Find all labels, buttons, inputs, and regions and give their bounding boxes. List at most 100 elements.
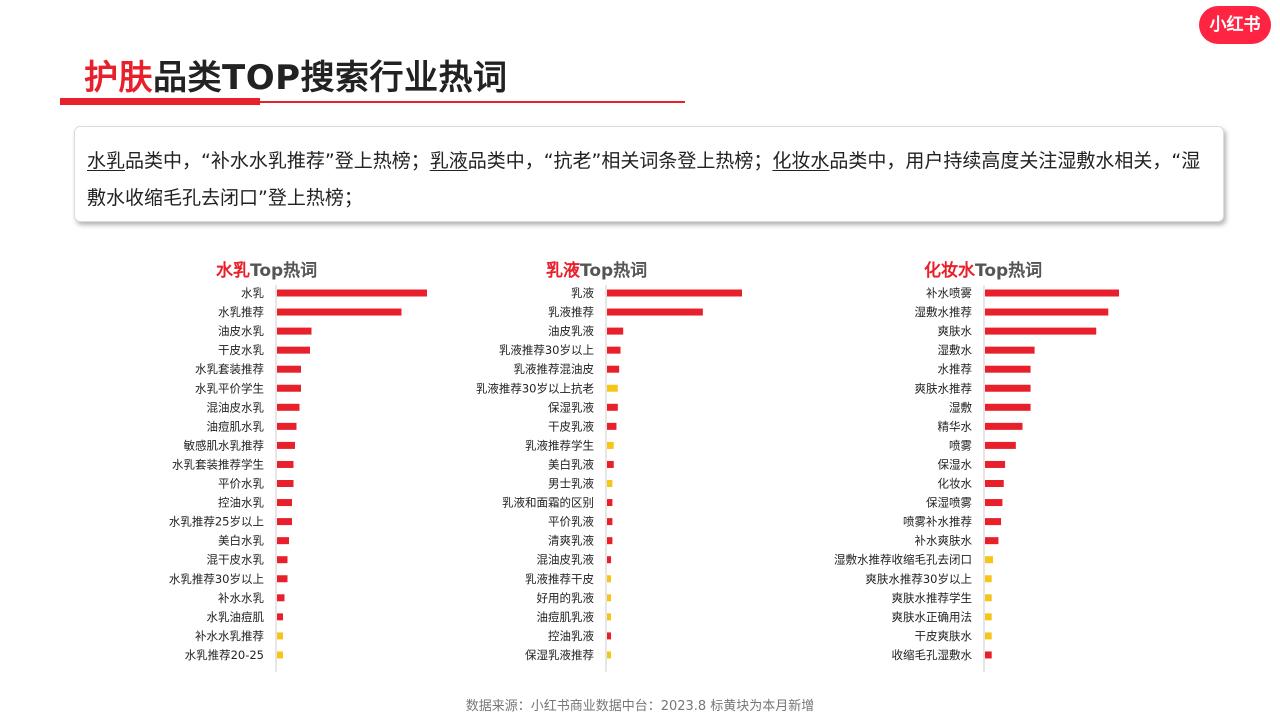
category-label: 水乳推荐20-25 <box>185 648 264 662</box>
chart-title-accent: 水乳 <box>216 261 250 281</box>
summary-category-lotion: 乳液 <box>429 150 468 172</box>
bar-new-entry <box>277 632 283 640</box>
bar-new-entry <box>607 480 613 487</box>
category-label: 控油乳液 <box>548 629 594 643</box>
chart-title-toner: 化妆水Top热词 <box>924 256 1042 281</box>
category-label: 补水喷雾 <box>926 286 972 300</box>
category-label: 控油水乳 <box>218 496 264 510</box>
category-label: 混油皮水乳 <box>207 400 265 414</box>
category-label: 补水爽肤水 <box>915 534 973 548</box>
category-label: 水乳推荐25岁以上 <box>169 515 264 529</box>
category-label: 爽肤水推荐 <box>915 381 973 395</box>
bar <box>277 594 285 602</box>
category-label: 爽肤水推荐学生 <box>892 591 973 605</box>
page-title: 护肤品类TOP搜索行业热词 <box>84 50 508 99</box>
bar <box>277 537 289 545</box>
bar <box>277 575 288 583</box>
category-label: 保湿乳液 <box>548 400 594 414</box>
bar <box>277 480 294 487</box>
bar <box>985 365 1031 373</box>
category-label: 油皮水乳 <box>218 324 264 338</box>
category-label: 湿敷水推荐收缩毛孔去闭口 <box>834 553 972 567</box>
summary-text-3: 品类中，用户持续高度关注湿敷水相关，“湿敷水收缩毛孔去闭口”登上热榜； <box>87 150 1201 209</box>
category-label: 水乳套装推荐 <box>195 362 264 376</box>
bar-new-entry <box>985 556 994 564</box>
bar-new-entry <box>607 594 612 602</box>
chart-title-rest: Top热词 <box>975 261 1043 281</box>
bar <box>277 384 301 392</box>
bar-new-entry <box>607 651 612 659</box>
bar <box>607 289 742 297</box>
category-label: 水乳推荐30岁以上 <box>169 572 264 586</box>
chart-title-accent: 化妆水 <box>924 261 975 281</box>
category-label: 乳液推荐干皮 <box>525 572 594 586</box>
category-label: 湿敷水 <box>938 343 973 357</box>
chart-title-rest: Top热词 <box>580 261 648 281</box>
bar <box>607 556 612 564</box>
bar <box>277 289 427 297</box>
category-label: 油痘肌乳液 <box>537 610 595 624</box>
bar <box>985 289 1119 297</box>
bar <box>607 365 620 373</box>
category-label: 水乳套装推荐学生 <box>172 457 264 471</box>
title-underline-accent <box>60 98 260 105</box>
bar-new-entry <box>985 575 992 583</box>
summary-category-water-emulsion: 水乳 <box>87 150 126 172</box>
category-label: 美白乳液 <box>548 457 594 471</box>
bar <box>985 327 1097 335</box>
category-label: 爽肤水 <box>938 324 973 338</box>
category-label: 精华水 <box>938 419 973 433</box>
bar-new-entry <box>607 613 612 621</box>
category-label: 水乳平价学生 <box>195 381 264 395</box>
category-label: 乳液和面霜的区别 <box>502 496 594 510</box>
category-label: 爽肤水正确用法 <box>892 610 973 624</box>
category-label: 油皮乳液 <box>548 324 594 338</box>
bar <box>985 422 1023 430</box>
bar <box>985 460 1006 468</box>
bar <box>277 613 283 621</box>
category-label: 混油皮乳液 <box>537 553 595 567</box>
bar <box>277 308 402 316</box>
bar <box>985 384 1031 392</box>
category-label: 水乳油痘肌 <box>207 610 265 624</box>
bar <box>277 422 297 430</box>
category-label: 保湿乳液推荐 <box>525 648 594 662</box>
bar <box>607 537 613 545</box>
bar <box>277 556 288 564</box>
category-label: 补水水乳 <box>218 591 264 605</box>
bar <box>985 308 1109 316</box>
category-label: 干皮水乳 <box>218 343 264 357</box>
category-label: 水推荐 <box>938 362 973 376</box>
chart-title-accent: 乳液 <box>546 261 580 281</box>
bar <box>985 537 999 545</box>
bar-new-entry <box>985 594 992 602</box>
chart-title-lotion: 乳液Top热词 <box>546 256 647 281</box>
category-label: 保湿水 <box>938 457 973 471</box>
bar <box>985 403 1031 411</box>
bar <box>985 499 1003 507</box>
bar <box>985 651 992 659</box>
bar <box>277 518 292 526</box>
category-label: 清爽乳液 <box>548 534 594 548</box>
category-label: 喷雾补水推荐 <box>903 515 972 529</box>
bar <box>277 499 292 507</box>
bar <box>277 460 294 468</box>
bar-new-entry <box>607 575 612 583</box>
bar <box>277 346 310 354</box>
category-label: 湿敷水推荐 <box>915 305 973 319</box>
bar <box>985 441 1016 449</box>
category-label: 收缩毛孔湿敷水 <box>892 648 973 662</box>
category-label: 美白水乳 <box>218 534 264 548</box>
bar <box>607 518 613 526</box>
bar <box>607 327 624 335</box>
bar <box>607 403 618 411</box>
category-label: 乳液推荐 <box>548 305 594 319</box>
bar <box>607 422 617 430</box>
bar <box>985 518 1002 526</box>
category-label: 平价水乳 <box>218 477 264 491</box>
bar <box>277 327 312 335</box>
page-title-accent: 护肤 <box>84 58 153 98</box>
category-label: 湿敷 <box>949 400 972 414</box>
category-label: 乳液推荐学生 <box>525 438 594 452</box>
